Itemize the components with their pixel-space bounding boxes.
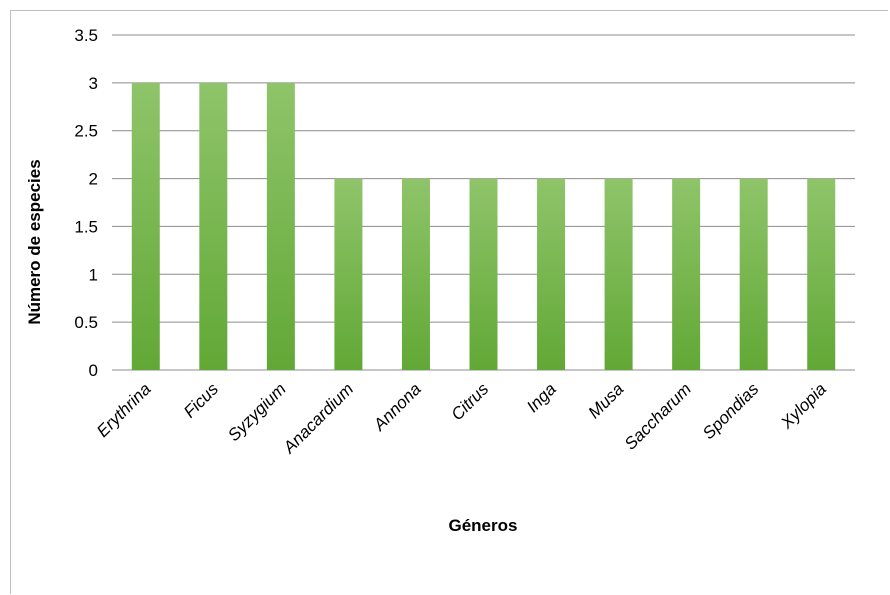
bar-syzygium	[266, 82, 295, 370]
x-tick-label-syzygium: Syzygium	[224, 379, 290, 445]
x-tick-label-spondias: Spondias	[699, 379, 763, 443]
y-tick-label: 2	[89, 170, 98, 189]
bar-spondias	[739, 178, 768, 370]
bars	[131, 82, 836, 370]
y-tick-label: 3	[89, 74, 98, 93]
bar-xylopia	[807, 178, 836, 370]
y-axis-title: Número de especies	[25, 159, 44, 324]
x-tick-label-citrus: Citrus	[447, 379, 492, 424]
y-tick-label: 3.5	[74, 26, 98, 45]
x-tick-label-xylopia: Xylopia	[776, 379, 830, 433]
y-tick-label: 1.5	[74, 217, 98, 236]
y-tick-label: 0	[89, 361, 98, 380]
bar-erythrina	[131, 82, 160, 370]
bar-annona	[401, 178, 430, 370]
bar-anacardium	[334, 178, 363, 370]
chart-frame	[10, 10, 888, 594]
y-tick-label: 1	[89, 265, 98, 284]
bar-saccharum	[672, 178, 701, 370]
x-tick-label-saccharum: Saccharum	[621, 379, 695, 453]
x-axis-title: Géneros	[449, 516, 518, 535]
bar-inga	[537, 178, 566, 370]
x-tick-label-inga: Inga	[523, 379, 560, 416]
x-tick-label-erythrina: Erythrina	[93, 379, 155, 441]
y-tick-label: 0.5	[74, 313, 98, 332]
bar-musa	[604, 178, 633, 370]
x-tick-label-musa: Musa	[585, 379, 628, 422]
bar-ficus	[199, 82, 228, 370]
x-tick-label-annona: Annona	[369, 379, 425, 435]
y-tick-label: 2.5	[74, 122, 98, 141]
x-tick-label-ficus: Ficus	[180, 379, 223, 422]
y-axis-ticks: 0 0.5 1 1.5 2 2.5 3 3.5	[74, 26, 98, 380]
bar-citrus	[469, 178, 498, 370]
x-tick-label-anacardium: Anacardium	[279, 379, 357, 457]
